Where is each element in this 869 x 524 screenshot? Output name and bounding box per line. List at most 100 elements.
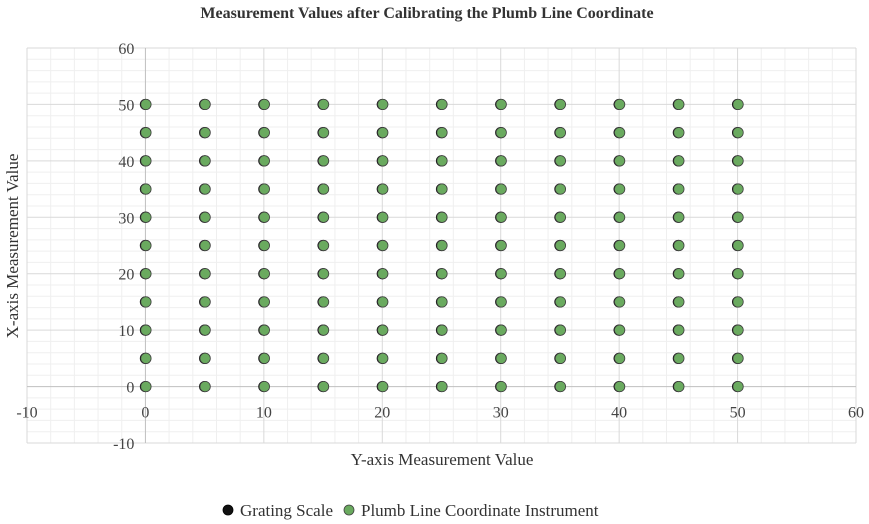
legend-marker: [343, 504, 355, 516]
plumb-line-point: [317, 296, 330, 308]
plumb-line-point: [732, 268, 744, 280]
plumb-line-point: [495, 352, 507, 364]
y-axis-label: X-axis Measurement Value: [3, 154, 22, 339]
plumb-line-point: [258, 296, 270, 308]
plumb-line-point: [436, 296, 448, 308]
plumb-line-point: [436, 183, 448, 195]
plumb-line-point: [258, 324, 270, 336]
y-tick-label: 60: [118, 41, 134, 58]
plumb-line-point: [732, 127, 744, 139]
plumb-line-point: [140, 98, 152, 111]
plumb-line-point: [436, 239, 448, 252]
plumb-line-point: [495, 183, 507, 195]
y-tick-label: 10: [118, 323, 134, 340]
plumb-line-point: [258, 98, 270, 111]
plumb-line-point: [317, 352, 330, 364]
plumb-line-point: [140, 324, 152, 336]
plumb-line-point: [140, 239, 152, 252]
x-tick-label: 60: [848, 405, 864, 422]
plumb-line-point: [436, 380, 448, 393]
plumb-line-point: [199, 183, 211, 195]
plumb-line-point: [614, 380, 626, 393]
plumb-line-point: [317, 268, 330, 280]
plumb-line-point: [554, 239, 567, 252]
plumb-line-point: [673, 324, 685, 336]
plumb-line-point: [377, 239, 389, 252]
plumb-line-point: [554, 211, 567, 223]
plumb-line-point: [140, 380, 152, 393]
x-tick-labels: -10 0 10 20 30 40 50 60: [16, 405, 864, 422]
x-tick-label: 40: [611, 405, 627, 422]
plumb-line-point: [436, 155, 448, 167]
plumb-line-point: [554, 98, 567, 111]
plumb-line-point: [495, 211, 507, 223]
plumb-line-point: [317, 324, 330, 336]
data-points: [139, 98, 744, 393]
plumb-line-point: [673, 296, 685, 308]
plumb-line-point: [436, 268, 448, 280]
plumb-line-point: [377, 296, 389, 308]
y-tick-label: 50: [118, 97, 134, 114]
plumb-line-point: [732, 296, 744, 308]
plumb-line-point: [377, 183, 389, 195]
plumb-line-point: [199, 155, 211, 167]
plumb-line-point: [732, 211, 744, 223]
plumb-line-point: [199, 211, 211, 223]
plumb-line-point: [258, 211, 270, 223]
plumb-line-point: [199, 352, 211, 364]
plumb-line-point: [140, 155, 152, 167]
plumb-line-point: [673, 211, 685, 223]
y-tick-label: 20: [118, 267, 134, 284]
plumb-line-point: [673, 98, 685, 111]
plumb-line-point: [140, 268, 152, 280]
plumb-line-point: [436, 352, 448, 364]
plumb-line-point: [614, 239, 626, 252]
x-tick-label: 20: [374, 405, 390, 422]
y-tick-label: 40: [118, 154, 134, 171]
plumb-line-point: [495, 268, 507, 280]
plumb-line-point: [673, 183, 685, 195]
plumb-line-point: [317, 183, 330, 195]
plumb-line-point: [554, 380, 567, 393]
legend-label: Grating Scale: [240, 501, 333, 520]
plumb-line-point: [554, 183, 567, 195]
plumb-line-point: [495, 127, 507, 139]
plumb-line-point: [199, 127, 211, 139]
plumb-line-point: [317, 211, 330, 223]
plumb-line-point: [377, 127, 389, 139]
plumb-line-point: [495, 98, 507, 111]
plumb-line-point: [317, 380, 330, 393]
plumb-line-point: [199, 380, 211, 393]
plumb-line-point: [495, 239, 507, 252]
plumb-line-point: [436, 127, 448, 139]
plumb-line-point: [495, 324, 507, 336]
x-tick-label: 50: [730, 405, 746, 422]
plumb-line-point: [377, 324, 389, 336]
plumb-line-point: [554, 127, 567, 139]
plumb-line-point: [554, 155, 567, 167]
plumb-line-point: [732, 98, 744, 111]
plumb-line-point: [199, 324, 211, 336]
plumb-line-point: [554, 352, 567, 364]
plumb-line-point: [377, 380, 389, 393]
plumb-line-point: [199, 98, 211, 111]
plumb-line-point: [614, 268, 626, 280]
x-tick-label: -10: [16, 405, 37, 422]
plumb-line-point: [436, 324, 448, 336]
plumb-line-point: [377, 268, 389, 280]
plumb-line-point: [614, 352, 626, 364]
plumb-line-point: [258, 183, 270, 195]
plumb-line-point: [614, 324, 626, 336]
x-tick-label: 30: [493, 405, 509, 422]
plumb-line-point: [732, 352, 744, 364]
plumb-line-point: [258, 352, 270, 364]
plumb-line-point: [317, 127, 330, 139]
y-tick-labels: -10 0 10 20 30 40 50 60: [113, 41, 134, 453]
plumb-line-point: [140, 183, 152, 195]
plumb-line-point: [732, 183, 744, 195]
plumb-line-point: [495, 380, 507, 393]
plumb-line-point: [377, 211, 389, 223]
plumb-line-point: [673, 268, 685, 280]
